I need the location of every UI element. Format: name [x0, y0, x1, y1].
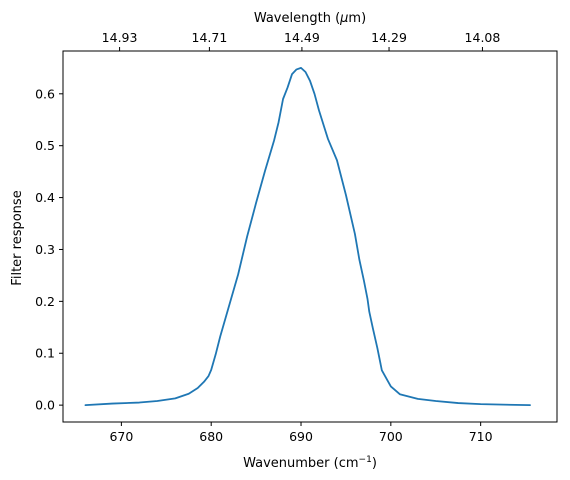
- y-tick-label: 0.0: [35, 398, 55, 413]
- plot-area: [62, 50, 558, 423]
- series-line: [84, 66, 531, 407]
- y-tick-label: 0.3: [35, 242, 55, 257]
- y-tick-label: 0.2: [35, 294, 55, 309]
- axes-frame: [62, 50, 558, 423]
- x-tick-label: 710: [469, 429, 493, 444]
- y-tick-label: 0.5: [35, 138, 55, 153]
- top-tick-label: 14.93: [102, 30, 138, 45]
- top-axis-title-prefix: Wavelength (: [254, 11, 340, 26]
- x-axis-ticks: 670 680 690 700 710: [109, 422, 493, 444]
- top-axis-title-mu: μ: [339, 11, 348, 26]
- y-axis-title: Filter response: [10, 190, 25, 285]
- x-tick-label: 680: [199, 429, 223, 444]
- x-tick-label: 670: [109, 429, 133, 444]
- top-axis-ticks: 14.93 14.71 14.49 14.29 14.08: [102, 30, 501, 51]
- y-axis-ticks: 0.0 0.1 0.2 0.3 0.4 0.5 0.6: [35, 86, 63, 413]
- top-axis-title-suffix: m): [348, 11, 366, 26]
- y-tick-label: 0.1: [35, 346, 55, 361]
- top-tick-label: 14.29: [371, 30, 407, 45]
- top-axis-title: Wavelength (μm): [254, 11, 366, 26]
- y-tick-label: 0.4: [35, 190, 55, 205]
- x-axis-title-text: Wavenumber (cm: [243, 456, 358, 471]
- top-tick-label: 14.08: [465, 30, 501, 45]
- x-axis-title-close: ): [372, 456, 377, 471]
- top-tick-label: 14.71: [192, 30, 228, 45]
- x-tick-label: 700: [379, 429, 403, 444]
- x-axis-title-superscript: −1: [359, 455, 372, 465]
- x-axis-title: Wavenumber (cm−1): [243, 455, 377, 471]
- x-tick-label: 690: [289, 429, 313, 444]
- top-tick-label: 14.49: [284, 30, 320, 45]
- y-tick-label: 0.6: [35, 86, 55, 101]
